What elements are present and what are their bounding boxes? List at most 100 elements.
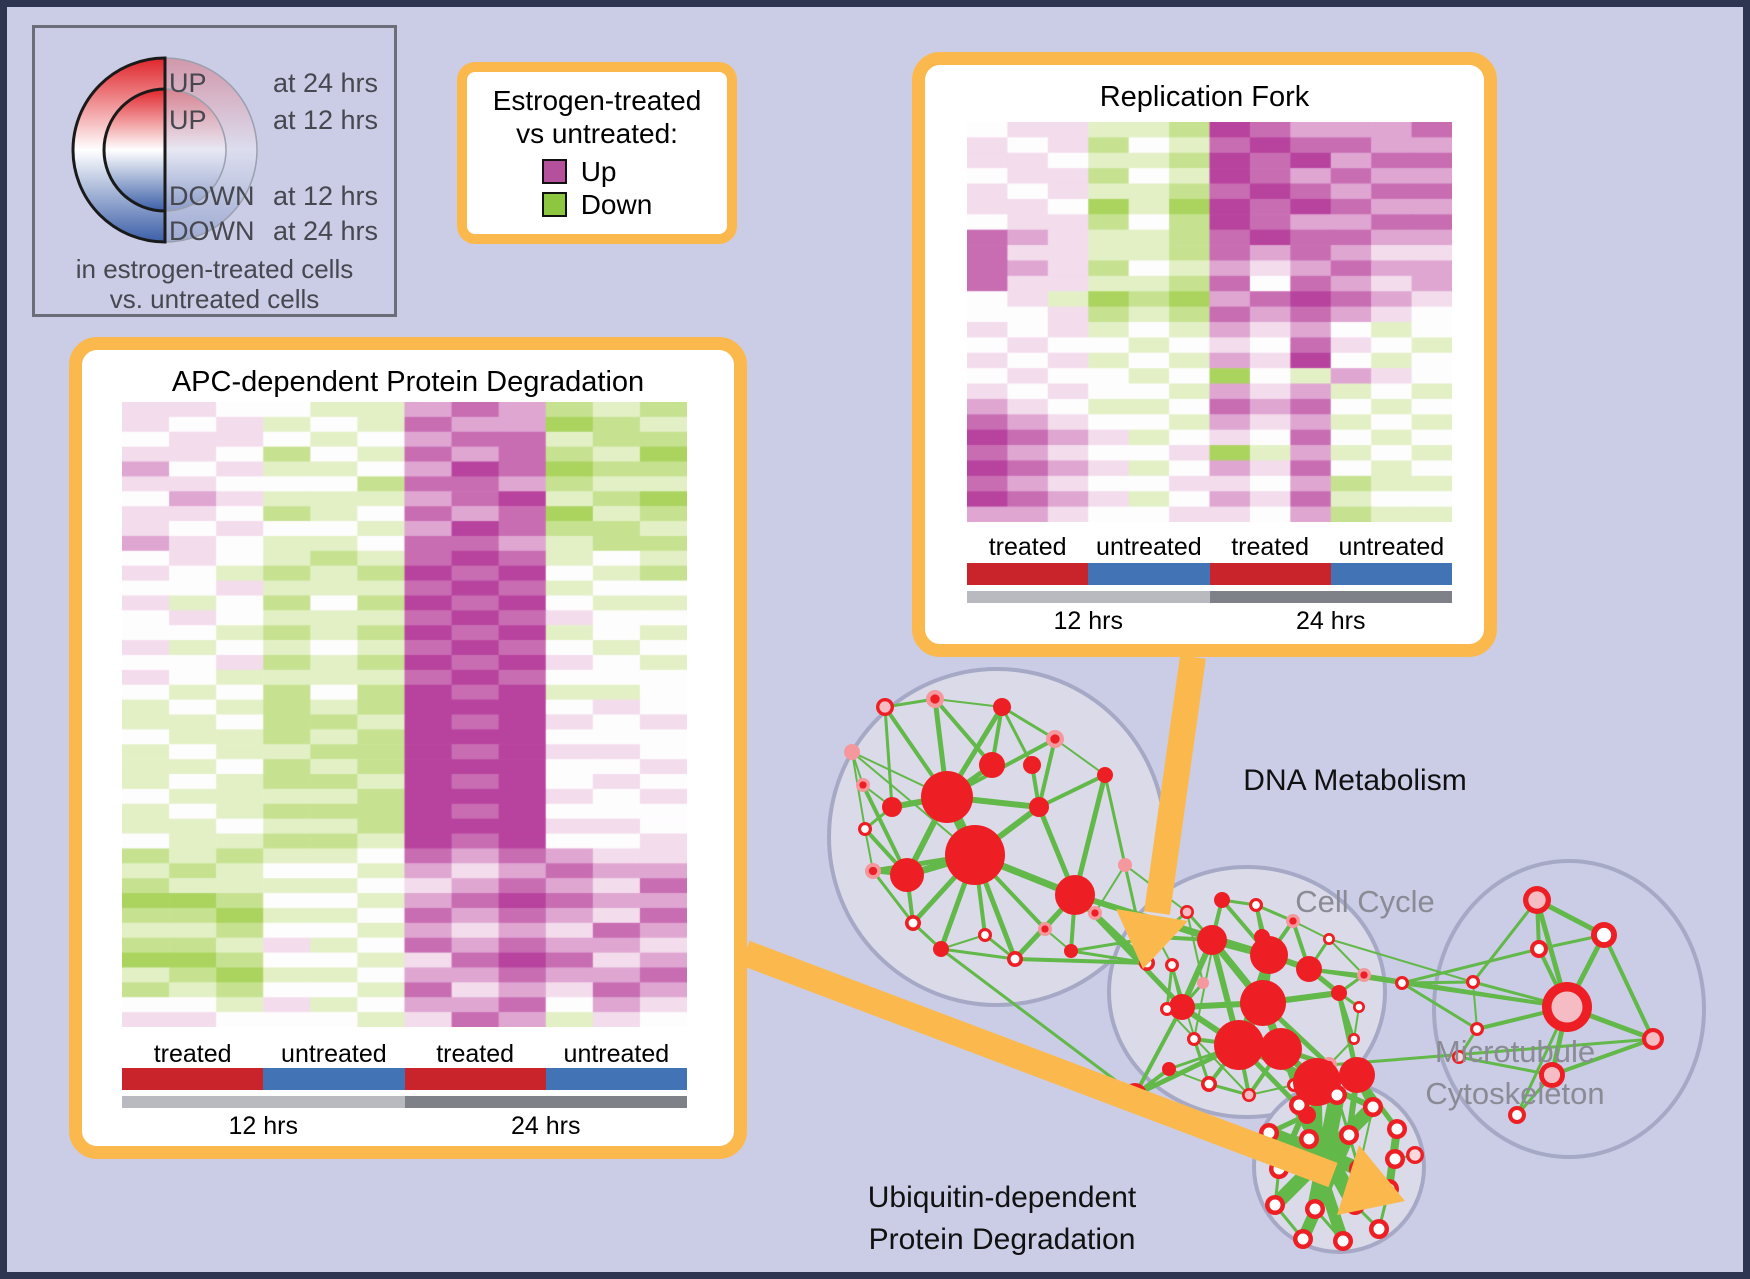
gene-node [844, 744, 860, 760]
gene-node-core [1534, 944, 1544, 954]
gene-node-core [1398, 979, 1406, 987]
estrogen-legend-title-line2: vs untreated: [516, 118, 678, 149]
rf-24hrs-label: 24 hrs [1296, 607, 1366, 635]
cycle-caption-line1: in estrogen-treated cells [75, 254, 354, 284]
connector-arrowhead-icon [1116, 909, 1188, 969]
gene-node [993, 698, 1011, 716]
down-24-label: DOWN [169, 216, 255, 246]
network-edge [1472, 981, 1478, 1030]
network-edge [1328, 938, 1365, 976]
gene-node-core [1373, 1223, 1385, 1235]
gene-node-core [1168, 961, 1176, 969]
up-24-label: UP [169, 68, 207, 98]
connector-arrowhead-icon [1337, 1145, 1405, 1215]
estrogen-legend-title-line1: Estrogen-treated [492, 85, 702, 116]
gene-node [1197, 977, 1209, 989]
gene-node-core [1204, 1079, 1214, 1089]
connector-arrow-icon [740, 940, 1338, 1188]
rf-time-bars [967, 591, 1452, 603]
cluster-label: Microtubule [1435, 1034, 1595, 1069]
gene-node [1197, 925, 1227, 955]
gene-node-core [1182, 907, 1192, 917]
legend-row-down: Down [541, 188, 653, 221]
gene-node-core [1309, 1203, 1321, 1215]
network-edge [1400, 981, 1479, 1031]
gene-node [1055, 875, 1095, 915]
gene-node [1250, 936, 1288, 974]
gene-node-core [1190, 1035, 1198, 1043]
cluster-label: Ubiquitin-dependent [868, 1181, 1137, 1214]
network-edge [1166, 1008, 1250, 1096]
untreated-bar [263, 1068, 405, 1090]
gene-node-core [859, 781, 867, 789]
gene-node-core [1389, 1153, 1401, 1165]
gene-node [921, 771, 973, 823]
connector-arrow-icon [1144, 655, 1206, 915]
gene-node-core [1355, 1003, 1363, 1011]
network-edge [1000, 705, 1057, 741]
gene-node-core [1252, 901, 1260, 909]
gene-node [933, 941, 949, 957]
network-edge [871, 869, 915, 925]
up-12-time: at 12 hrs [272, 105, 378, 135]
gene-node-core [1289, 917, 1297, 925]
cycle-caption-line2: vs. untreated cells [109, 284, 320, 314]
rf-time-labels: 12 hrs 24 hrs [967, 607, 1452, 636]
apc-group-untreated-12: untreated [281, 1040, 387, 1068]
gene-node-core [868, 866, 878, 876]
apc-time-labels: 12 hrs 24 hrs [122, 1112, 687, 1141]
apc-panel-title: APC-dependent Protein Degradation [171, 366, 645, 398]
network-edge [1400, 947, 1541, 985]
network-edge [1297, 1129, 1355, 1245]
down-swatch-icon [541, 192, 567, 217]
apc-12hrs-label: 12 hrs [228, 1112, 298, 1140]
gene-node [945, 825, 1005, 885]
rf-panel-title: Replication Fork [1099, 81, 1310, 113]
gene-node-core [1551, 991, 1583, 1023]
hrs24-bar [1209, 591, 1452, 603]
untreated-bar [545, 1068, 687, 1090]
gene-node-core [1303, 1133, 1315, 1145]
network-edge [1013, 957, 1149, 965]
cluster-label: Cell Cycle [1295, 884, 1435, 919]
gene-node [890, 858, 924, 892]
hrs12-bar [967, 591, 1210, 603]
gene-node [882, 797, 902, 817]
gene-node-core [1512, 1110, 1522, 1120]
apc-24hrs-label: 24 hrs [511, 1112, 581, 1140]
gene-node-core [1331, 1089, 1343, 1101]
gene-node-core [1543, 1066, 1561, 1084]
apc-group-treated-12: treated [153, 1040, 232, 1068]
apc-group-untreated-24: untreated [563, 1040, 670, 1068]
network-edge [1550, 1037, 1655, 1077]
rf-group-treated-12: treated [988, 533, 1067, 561]
gene-node [1169, 994, 1195, 1020]
rf-group-treated-24: treated [1231, 533, 1310, 561]
gene-node-core [1596, 927, 1612, 943]
network-edge [1037, 737, 1057, 809]
network-edge [933, 697, 994, 767]
gene-node [1240, 980, 1286, 1026]
gene-node [1097, 767, 1113, 783]
gene-node-core [1343, 1129, 1355, 1141]
network-edge [1193, 899, 1223, 1040]
gene-node-core [1367, 1101, 1379, 1113]
down-label: Down [580, 188, 653, 220]
down-24-time: at 24 hrs [272, 216, 378, 246]
up-24-time: at 24 hrs [272, 68, 378, 98]
gene-node-core [1469, 978, 1477, 986]
gene-node [1296, 956, 1322, 982]
gene-node-core [1350, 1035, 1358, 1043]
hrs12-bar [122, 1096, 405, 1108]
gene-node-core [1263, 1127, 1275, 1139]
network-edge [1133, 1005, 1184, 1097]
gene-node [1118, 858, 1132, 872]
gene-node-core [1041, 925, 1049, 933]
gene-node-core [1337, 1235, 1349, 1247]
gene-node-core [1473, 1025, 1481, 1033]
gene-node-core [1163, 1005, 1171, 1013]
gene-node-core [981, 931, 989, 939]
up-12-label: UP [169, 105, 207, 135]
apc-group-treated-24: treated [436, 1040, 515, 1068]
